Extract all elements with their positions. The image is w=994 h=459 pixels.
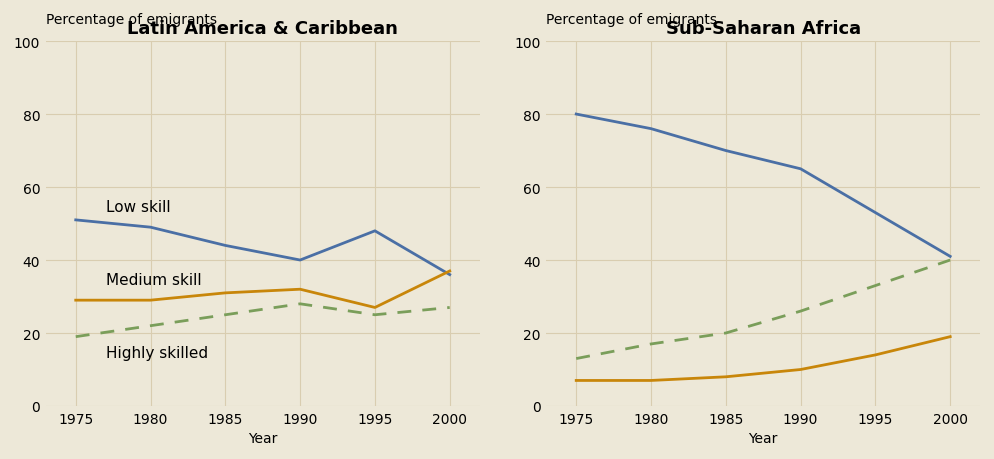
Text: Highly skilled: Highly skilled [105,345,208,360]
Text: Low skill: Low skill [105,199,170,214]
Title: Latin America & Caribbean: Latin America & Caribbean [127,20,399,38]
Title: Sub-Saharan Africa: Sub-Saharan Africa [666,20,861,38]
X-axis label: Year: Year [748,431,778,445]
X-axis label: Year: Year [248,431,277,445]
Text: Percentage of emigrants: Percentage of emigrants [46,13,217,28]
Text: Medium skill: Medium skill [105,272,201,287]
Text: Percentage of emigrants: Percentage of emigrants [547,13,718,28]
